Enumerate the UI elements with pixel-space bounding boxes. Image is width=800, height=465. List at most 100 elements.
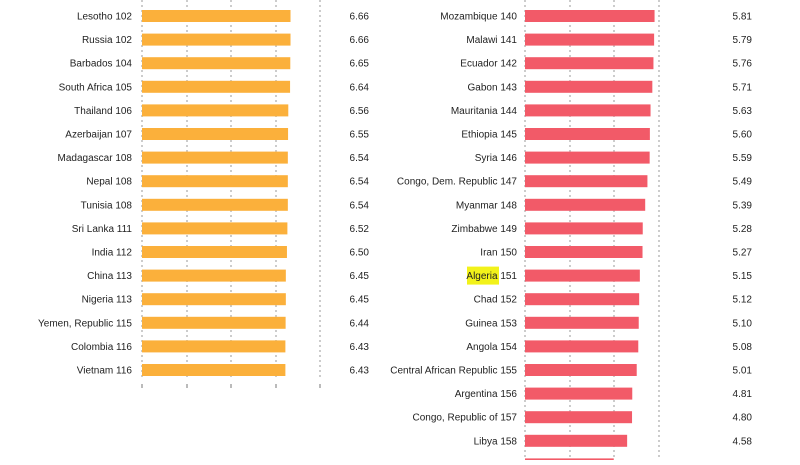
- bar-label: Argentina 156: [455, 389, 518, 400]
- rank-label: 145: [500, 130, 517, 141]
- data-label: 4.81: [733, 389, 753, 400]
- data-label: 6.66: [350, 35, 370, 46]
- country-label: Tunisia: [81, 200, 116, 211]
- rank-label: 149: [500, 224, 517, 235]
- rank-label: 156: [500, 389, 517, 400]
- data-label: 6.66: [350, 12, 370, 23]
- bar: [525, 128, 650, 140]
- rank-label: 116: [116, 342, 132, 353]
- data-label: 6.64: [350, 82, 370, 93]
- data-label: 5.10: [733, 318, 753, 329]
- bar: [525, 246, 643, 258]
- bar: [142, 152, 288, 164]
- bar-label: South Africa 105: [59, 82, 133, 93]
- bar-label: Lesotho 102: [77, 12, 132, 23]
- bar-label: Vietnam 116: [77, 366, 133, 377]
- data-label: 6.50: [350, 248, 370, 259]
- bar: [525, 270, 640, 282]
- data-label: 6.52: [350, 224, 370, 235]
- data-label: 5.12: [733, 295, 753, 306]
- bar: [525, 81, 652, 93]
- country-label: Nepal: [86, 177, 115, 188]
- bar: [142, 128, 288, 140]
- bar-label: Barbados 104: [70, 59, 133, 70]
- bar-label: Myanmar 148: [456, 200, 518, 211]
- bar-label: Syria 146: [475, 153, 518, 164]
- rank-label: 157: [500, 413, 517, 424]
- rank-label: 102: [115, 12, 132, 23]
- bar-label: Libya 158: [474, 436, 518, 447]
- country-label: Russia: [82, 35, 115, 46]
- country-label: Chad: [474, 295, 501, 306]
- bar-label: Chad 152: [474, 295, 518, 306]
- bar: [142, 293, 286, 305]
- bar: [525, 340, 638, 352]
- bar: [142, 364, 285, 376]
- bar-label: Madagascar 108: [58, 153, 133, 164]
- bar-label: Nigeria 113: [82, 295, 133, 306]
- country-label: Thailand: [74, 106, 115, 117]
- bar: [525, 317, 639, 329]
- bar-label: Sri Lanka 111: [72, 224, 133, 235]
- data-label: 5.08: [733, 342, 753, 353]
- rank-label: 108: [115, 153, 132, 164]
- bar: [142, 34, 291, 46]
- bar: [525, 364, 637, 376]
- bar: [525, 57, 653, 69]
- rank-label: 142: [500, 59, 517, 70]
- rank-label: 113: [116, 271, 132, 282]
- bar-label: Iran 150: [480, 248, 517, 259]
- bar-label: Algeria 151: [466, 271, 517, 282]
- country-label: Yemen, Republic: [38, 318, 116, 329]
- bar-label: Tunisia 108: [81, 200, 133, 211]
- bar-label: Mozambique 140: [440, 12, 517, 23]
- rank-label: 111: [117, 224, 133, 235]
- data-label: 5.71: [733, 82, 753, 93]
- country-label: Ethiopia: [461, 130, 500, 141]
- country-label: Algeria: [466, 271, 500, 282]
- data-label: 4.58: [733, 436, 753, 447]
- bar-label: Angola 154: [466, 342, 517, 353]
- data-label: 5.27: [733, 248, 753, 259]
- rank-label: 144: [500, 106, 517, 117]
- data-label: 5.79: [733, 35, 753, 46]
- country-label: Argentina: [455, 389, 501, 400]
- data-label: 6.44: [350, 318, 370, 329]
- data-label: 5.76: [733, 59, 753, 70]
- data-label: 6.45: [350, 295, 370, 306]
- rank-label: 116: [116, 366, 132, 377]
- bar-label: Malawi 141: [466, 35, 517, 46]
- bar-label: China 113: [87, 271, 132, 282]
- bar: [525, 199, 645, 211]
- country-label: Libya: [474, 436, 501, 447]
- left-panel: Lesotho 102 6.66 Russia 102 6.66 Barbados 10…: [38, 0, 369, 388]
- rank-label: 152: [500, 295, 517, 306]
- bar: [525, 222, 643, 234]
- country-label: Syria: [475, 153, 501, 164]
- rank-label: 102: [115, 35, 132, 46]
- bar: [142, 340, 285, 352]
- country-label: Vietnam: [77, 366, 116, 377]
- data-label: 5.01: [733, 366, 753, 377]
- data-label: 5.63: [733, 106, 753, 117]
- data-label: 5.28: [733, 224, 753, 235]
- data-label: 5.15: [733, 271, 753, 282]
- rank-label: 107: [115, 130, 132, 141]
- country-label: Nigeria: [82, 295, 116, 306]
- rank-label: 112: [116, 248, 132, 259]
- rank-label: 105: [115, 82, 132, 93]
- bar: [142, 81, 290, 93]
- bar: [525, 10, 655, 22]
- bar-label: Ecuador 142: [460, 59, 517, 70]
- country-label: Barbados: [70, 59, 116, 70]
- bar: [525, 152, 650, 164]
- bar: [525, 388, 632, 400]
- bar: [525, 293, 639, 305]
- country-label: Myanmar: [456, 200, 500, 211]
- data-label: 5.60: [733, 130, 753, 141]
- data-label: 6.56: [350, 106, 370, 117]
- bar: [142, 317, 286, 329]
- country-label: Mozambique: [440, 12, 500, 23]
